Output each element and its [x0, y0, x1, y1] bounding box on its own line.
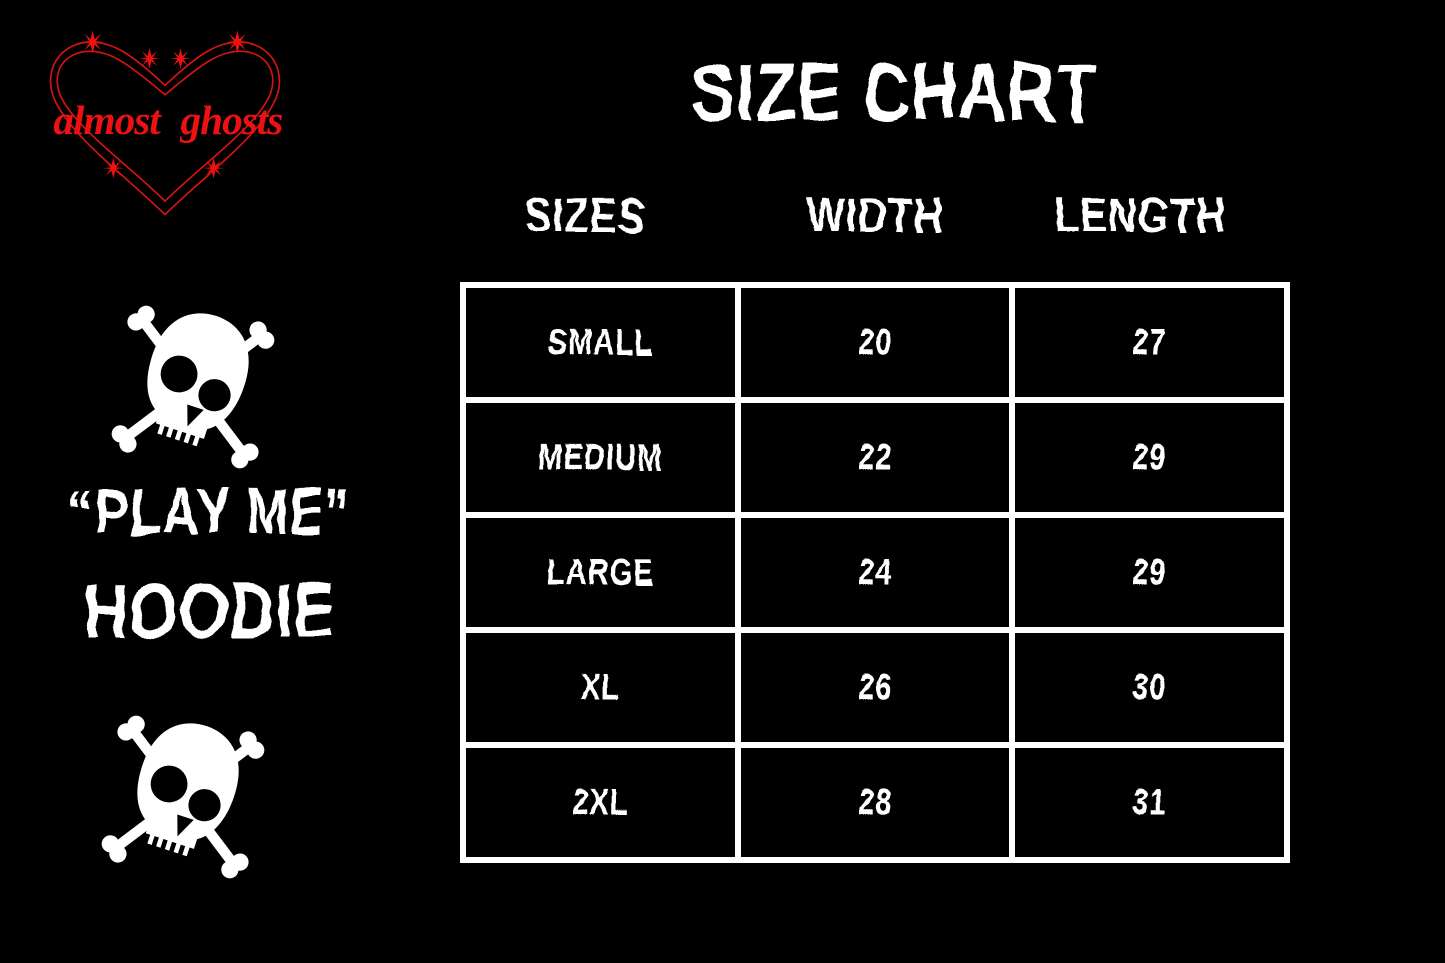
svg-text:ghosts: ghosts — [180, 97, 283, 143]
svg-text:almost: almost — [53, 97, 162, 143]
